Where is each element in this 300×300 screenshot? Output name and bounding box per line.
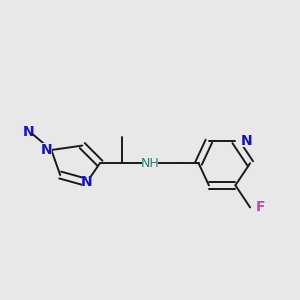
Text: N: N <box>23 125 34 139</box>
Bar <box>142 157 158 170</box>
Text: N: N <box>81 176 92 189</box>
Text: N: N <box>41 143 53 157</box>
Text: F: F <box>255 200 265 214</box>
Bar <box>42 143 52 157</box>
Bar <box>236 135 245 147</box>
Text: NH: NH <box>141 157 159 170</box>
Bar <box>82 178 92 190</box>
Text: N: N <box>241 134 252 148</box>
Bar <box>251 201 260 214</box>
